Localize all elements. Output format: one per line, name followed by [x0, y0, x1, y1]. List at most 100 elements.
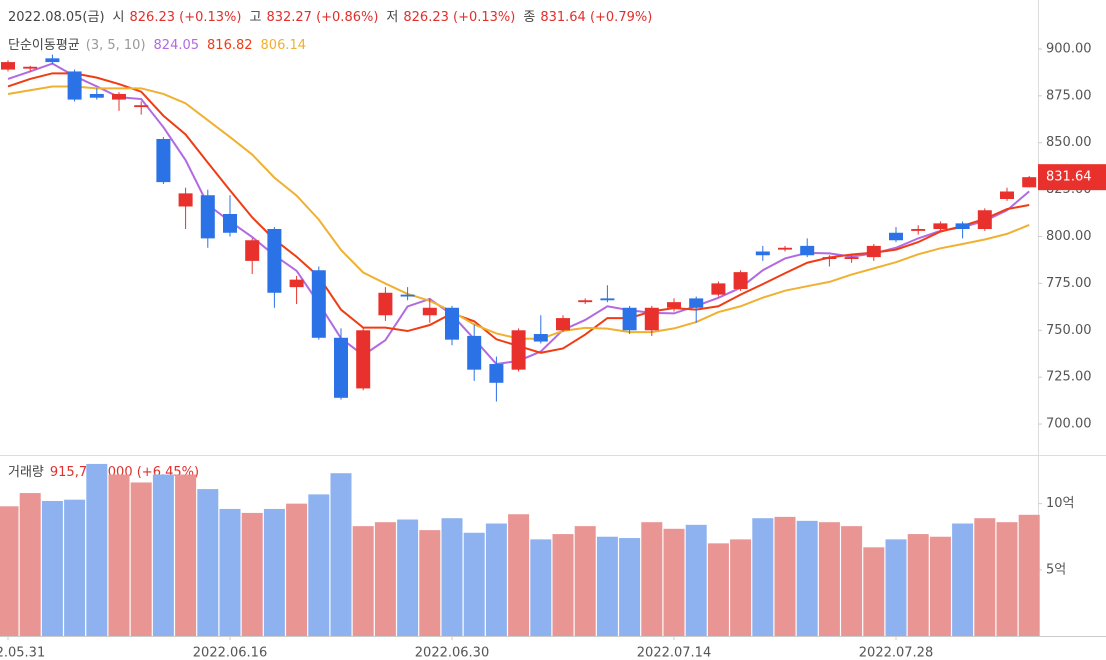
candle-body — [1022, 177, 1037, 188]
candle-body — [267, 229, 282, 293]
candle-body — [622, 307, 637, 331]
candle-body — [67, 71, 82, 100]
volume-bar — [1018, 514, 1040, 636]
volume-bar — [64, 499, 86, 636]
y-tick-label: 775.00 — [1046, 276, 1092, 291]
volume-bar — [241, 512, 263, 636]
candle-body — [134, 105, 149, 108]
volume-bar — [663, 528, 685, 636]
y-tick-label: 800.00 — [1046, 229, 1092, 244]
volume-bar — [152, 474, 174, 636]
volume-bar — [485, 523, 507, 636]
candle-body — [600, 298, 615, 301]
volume-bar — [0, 506, 19, 636]
y-tick-label: 875.00 — [1046, 88, 1092, 103]
y-tick-label: 5억 — [1046, 562, 1066, 577]
volume-bar — [929, 536, 951, 636]
volume-bar — [974, 518, 996, 636]
candle-body — [667, 302, 681, 308]
volume-bar — [352, 526, 374, 636]
header-label: 종 — [523, 10, 535, 25]
header-value: 826.23 (+0.13%) — [403, 10, 515, 25]
candle-body — [711, 283, 726, 295]
volume-bar — [530, 539, 552, 636]
volume-bar — [619, 538, 641, 636]
header-value: 826.23 (+0.13%) — [130, 10, 242, 25]
ma-legend-value: 824.05 — [154, 38, 200, 53]
y-tick-label: 900.00 — [1046, 41, 1092, 56]
candle-body — [977, 210, 992, 230]
volume-bar — [508, 514, 530, 636]
y-tick-label: 10억 — [1046, 496, 1075, 511]
y-tick-label: 850.00 — [1046, 135, 1092, 150]
volume-bar — [796, 520, 818, 636]
volume-bar — [330, 473, 352, 636]
volume-bar — [397, 519, 419, 636]
volume-bar — [774, 516, 796, 636]
x-tick-label: 2022.05.31 — [0, 646, 45, 660]
candle-body — [378, 292, 393, 316]
volume-bar — [907, 534, 929, 636]
candle-body — [689, 298, 704, 308]
header-label: 고 — [249, 10, 261, 25]
x-tick-label: 2022.07.28 — [859, 646, 933, 660]
candle-body — [800, 245, 815, 256]
volume-bar — [707, 543, 729, 636]
candle-body — [245, 240, 260, 261]
volume-bar — [952, 523, 974, 636]
ma-params: (3, 5, 10) — [86, 38, 146, 53]
candle-body — [755, 251, 770, 256]
candle-body — [178, 193, 193, 207]
candle-body — [445, 307, 459, 340]
y-tick-label: 725.00 — [1046, 370, 1092, 385]
volume-bar — [685, 524, 707, 636]
candle-body — [89, 93, 104, 98]
candle-body — [311, 270, 326, 338]
ma-line — [7, 72, 1030, 354]
volume-bar — [41, 501, 63, 636]
volume-bar — [175, 474, 197, 636]
volume-bar — [841, 526, 863, 636]
volume-bar — [130, 482, 152, 636]
volume-bar — [441, 518, 463, 636]
volume-bar — [286, 503, 308, 636]
candle-body — [644, 307, 659, 331]
header-value: 832.27 (+0.86%) — [266, 10, 378, 25]
ma-legend-value: 816.82 — [207, 38, 253, 53]
candle-body — [156, 138, 171, 183]
candle-body — [866, 245, 881, 258]
candle-body — [822, 257, 837, 260]
candle-body — [200, 195, 215, 239]
price-tag-label: 831.64 — [1046, 170, 1092, 185]
volume-bar — [463, 532, 485, 636]
candle-body — [733, 272, 748, 290]
header-label: 저 — [386, 10, 398, 25]
ma-legend-label: 단순이동평균 — [8, 38, 80, 53]
volume-bar — [86, 463, 108, 636]
candle-body — [356, 330, 371, 389]
y-tick-label: 700.00 — [1046, 417, 1092, 432]
volume-legend-label: 거래량 — [8, 465, 44, 480]
ma-legend: 단순이동평균 (3, 5, 10) 824.05 816.82 806.14 — [8, 38, 306, 53]
volume-bar — [219, 508, 241, 636]
x-tick-label: 2022.06.16 — [193, 646, 267, 660]
volume-bar — [996, 522, 1018, 636]
volume-bar — [641, 522, 663, 636]
volume-bar — [419, 530, 441, 636]
candle-body — [45, 58, 60, 63]
candle-body — [933, 223, 948, 230]
volume-bar — [374, 522, 396, 636]
candle-body — [889, 232, 903, 241]
header-value: 831.64 (+0.79%) — [540, 10, 652, 25]
volume-bar — [596, 536, 618, 636]
candle-body — [223, 213, 237, 233]
candle-body — [778, 247, 792, 250]
candle-body — [1, 62, 15, 70]
volume-bar — [818, 522, 840, 636]
candle-body — [844, 257, 859, 260]
volume-bar — [885, 539, 907, 636]
candle-body — [289, 279, 304, 288]
volume-bar — [863, 547, 885, 636]
